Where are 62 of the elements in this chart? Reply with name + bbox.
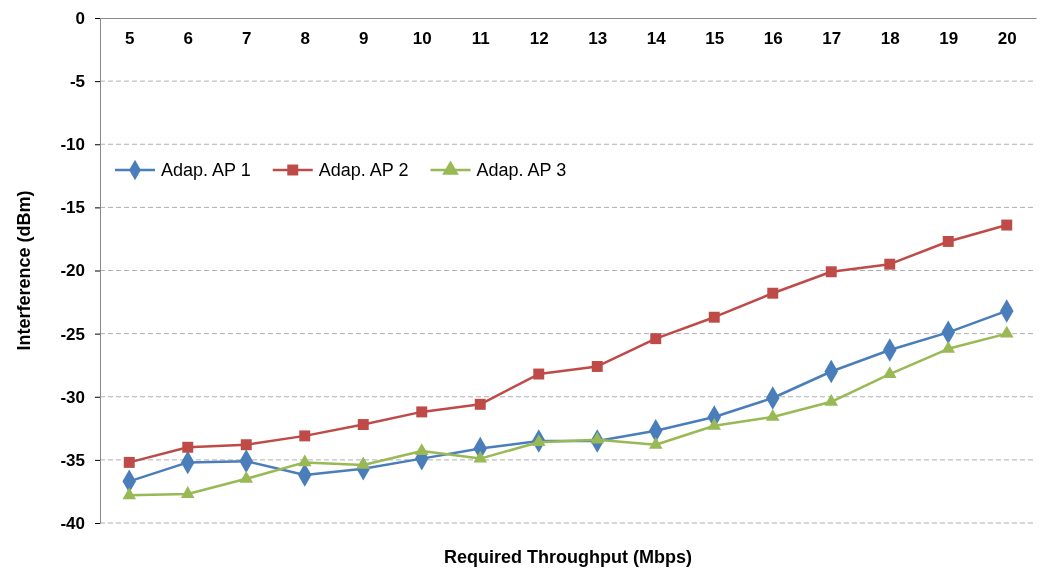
y-tick-label: -30 (60, 387, 85, 407)
point (591, 360, 603, 372)
y-tick-label: 0 (75, 8, 85, 28)
x-tick-label: 16 (763, 29, 783, 49)
point (708, 311, 720, 323)
y-tick-label: -20 (60, 261, 85, 281)
point (767, 287, 779, 299)
point (239, 470, 254, 483)
point (1001, 219, 1013, 231)
point (533, 368, 545, 380)
y-axis-title: Interference (dBm) (14, 190, 34, 351)
x-tick-label: 14 (646, 29, 667, 49)
x-tick-label: 8 (300, 29, 310, 49)
x-tick-label: 15 (705, 29, 725, 49)
y-tick-label: -35 (60, 450, 85, 470)
point (473, 450, 488, 463)
point (999, 325, 1014, 338)
x-tick-label: 12 (529, 29, 549, 49)
x-tick-label: 11 (471, 29, 490, 49)
y-tick-label: -10 (60, 135, 85, 155)
point (416, 406, 428, 418)
x-axis-title: Required Throughput (Mbps) (444, 547, 692, 567)
point (474, 398, 486, 410)
x-tick-label: 20 (997, 29, 1017, 49)
point (531, 434, 546, 447)
legend-label: Adap. AP 1 (161, 160, 251, 181)
x-tick-label: 7 (242, 29, 252, 49)
legend-label: Adap. AP 3 (476, 160, 567, 181)
point (882, 366, 897, 378)
point (182, 441, 194, 453)
point (942, 235, 954, 247)
point (357, 419, 369, 430)
point (414, 443, 429, 455)
y-tick-label: -15 (60, 198, 85, 218)
point (650, 333, 662, 345)
x-tick-label: 17 (822, 29, 842, 49)
x-tick-label: 5 (125, 29, 135, 49)
point (825, 266, 837, 278)
point (765, 409, 780, 421)
point (180, 486, 195, 498)
point (824, 393, 839, 406)
point (707, 417, 722, 430)
legend-label: Adap. AP 2 (318, 160, 409, 181)
x-tick-label: 10 (412, 29, 432, 49)
point (941, 340, 956, 353)
point (122, 487, 137, 500)
y-tick-label: -5 (69, 72, 85, 92)
point (648, 436, 663, 449)
x-tick-label: 9 (359, 29, 369, 49)
x-tick-label: 18 (880, 29, 900, 49)
y-tick-label: -25 (60, 324, 85, 344)
x-tick-label: 19 (939, 29, 959, 49)
y-tick-label: -40 (60, 513, 85, 533)
x-tick-label: 6 (183, 29, 193, 49)
point (123, 456, 135, 468)
point (299, 430, 311, 442)
point (240, 439, 252, 451)
point (590, 431, 605, 444)
point (297, 454, 312, 467)
point (884, 258, 896, 270)
point (356, 457, 371, 469)
x-tick-label: 13 (588, 29, 608, 49)
